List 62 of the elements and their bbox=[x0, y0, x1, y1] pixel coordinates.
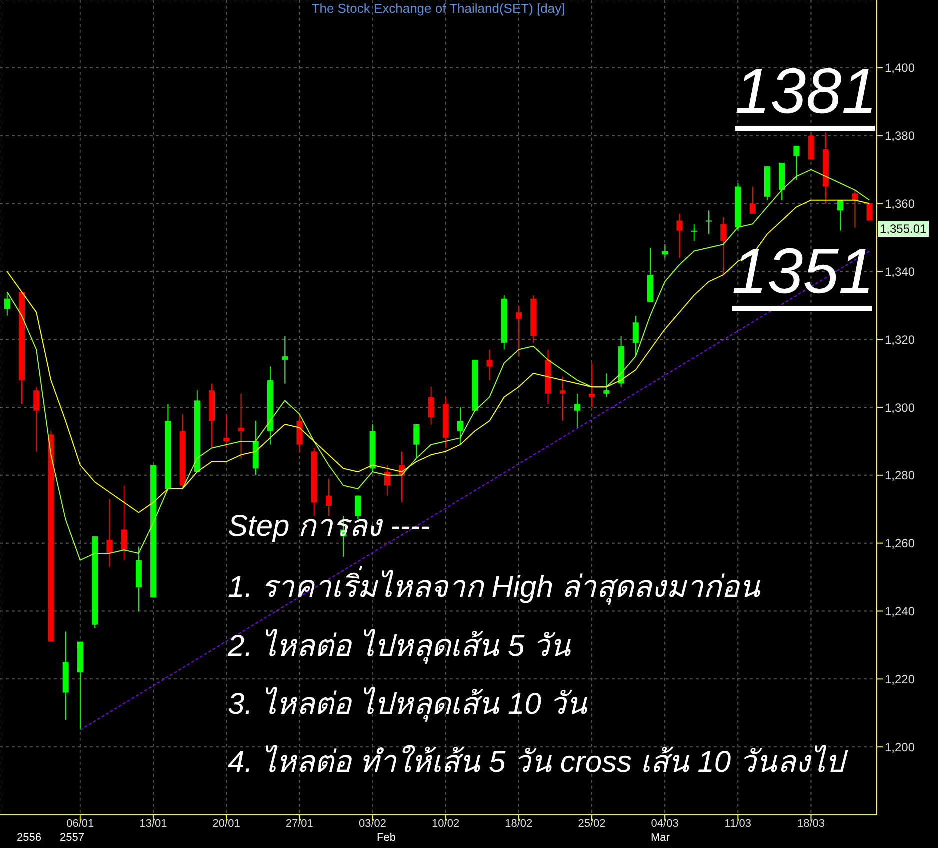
candlestick bbox=[794, 146, 800, 180]
candlestick bbox=[574, 393, 580, 428]
x-tick-label: 06/01 bbox=[66, 818, 94, 830]
y-tick-label: 1,300 bbox=[885, 400, 916, 415]
text: 2557 bbox=[60, 832, 84, 844]
y-tick-label: 1,320 bbox=[885, 332, 916, 347]
annotation: 1381 bbox=[735, 55, 878, 132]
text: 2556 bbox=[17, 832, 42, 844]
candlestick bbox=[706, 210, 712, 235]
x-tick-label: 10/02 bbox=[432, 818, 460, 830]
text: 1,355.01 bbox=[878, 221, 929, 237]
candlestick bbox=[604, 373, 610, 398]
x-tick-label: 11/03 bbox=[724, 818, 752, 830]
candlestick bbox=[852, 190, 858, 228]
chart-title: The Stock Exchange of Thailand(SET) [day] bbox=[310, 1, 566, 16]
candlestick bbox=[560, 376, 566, 422]
candlestick bbox=[808, 132, 814, 160]
candlestick bbox=[296, 414, 303, 452]
y-tick-label: 1,240 bbox=[885, 604, 916, 619]
y-tick-label: 1,340 bbox=[885, 264, 916, 279]
text: Feb bbox=[377, 832, 396, 844]
text: Mar bbox=[651, 832, 670, 844]
candlestick bbox=[121, 485, 128, 561]
annotation: 1351 bbox=[732, 235, 874, 312]
x-tick-label: 18/03 bbox=[797, 818, 825, 830]
annotation: 3. ไหลต่อ ไปหลุดเส้น 10 วัน bbox=[228, 688, 588, 721]
x-tick-label: 04/03 bbox=[651, 818, 679, 830]
x-tick-label: 18/02 bbox=[505, 818, 533, 830]
candlestick bbox=[750, 186, 756, 214]
candlestick bbox=[326, 478, 332, 517]
candlestick bbox=[4, 292, 10, 316]
candlestick bbox=[589, 362, 596, 408]
candlestick bbox=[428, 386, 434, 425]
candlestick bbox=[632, 315, 639, 358]
candlestick bbox=[106, 498, 113, 568]
x-tick-label: 27/01 bbox=[286, 818, 314, 830]
candlestick bbox=[458, 407, 464, 446]
candlestick bbox=[486, 349, 493, 381]
candlestick bbox=[224, 414, 230, 449]
candlestick bbox=[34, 386, 40, 452]
y-tick-label: 1,260 bbox=[885, 536, 916, 551]
x-tick-label: 20/01 bbox=[212, 818, 240, 830]
x-tick-label: 03/02 bbox=[358, 818, 386, 830]
candlestick bbox=[384, 464, 390, 496]
y-tick-label: 1,220 bbox=[885, 672, 916, 686]
y-tick-label: 1,360 bbox=[885, 197, 916, 212]
candlestick bbox=[838, 200, 844, 232]
candlestick bbox=[282, 336, 288, 384]
line-series bbox=[6, 169, 870, 561]
candlestick bbox=[676, 213, 683, 259]
y-tick-label: 1,400 bbox=[885, 61, 916, 76]
candlestick bbox=[691, 224, 698, 242]
candlestick bbox=[414, 424, 420, 459]
candlestick bbox=[516, 305, 522, 358]
x-tick-label: 25/02 bbox=[578, 818, 606, 830]
x-tick-label: 13/01 bbox=[140, 818, 168, 830]
y-tick-label: 1,200 bbox=[885, 740, 916, 754]
candlestick bbox=[238, 393, 244, 459]
y-tick-label: 1,280 bbox=[885, 468, 916, 483]
candlestick bbox=[720, 216, 727, 276]
y-tick-label: 1,380 bbox=[885, 129, 916, 144]
annotation: 2. ไหลต่อ ไปหลุดเส้น 5 วัน bbox=[228, 630, 572, 663]
